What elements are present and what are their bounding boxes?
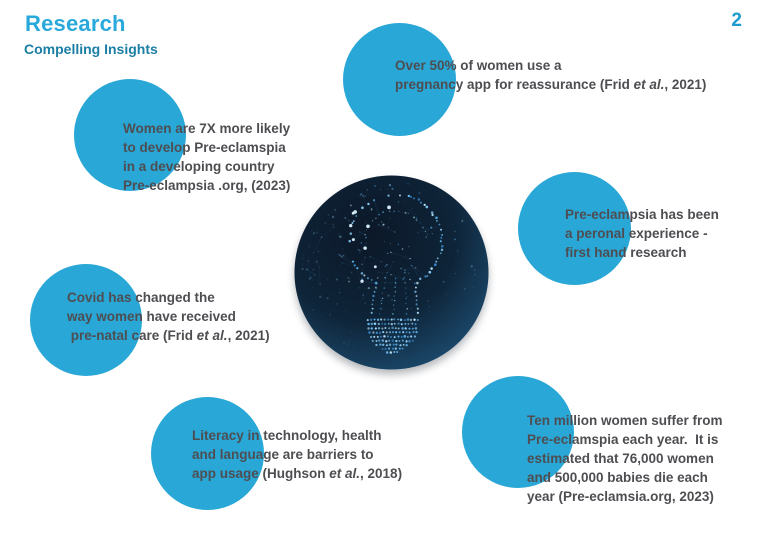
- text-line: first hand research: [565, 245, 687, 260]
- page-title: Research: [25, 11, 126, 36]
- text-line: a peronal experience -: [565, 226, 708, 241]
- text-line: Pre-eclampsia .org, (2023): [123, 178, 291, 193]
- text-line: Literacy in technology, health: [192, 428, 382, 443]
- text-line: in a developing country: [123, 159, 275, 174]
- text-line: Ten million women suffer from: [527, 413, 723, 428]
- text-line: app usage (Hughson et al., 2018): [192, 466, 403, 481]
- page-number: 2: [731, 10, 742, 31]
- text-line: Over 50% of women use a: [395, 58, 562, 73]
- insight-circle-covid-prenatal-care: [30, 264, 142, 376]
- lightbulb-image: [293, 174, 490, 371]
- text-line: Pre-eclampsia has been: [565, 207, 719, 222]
- text-line: Covid has changed the: [67, 290, 215, 305]
- insight-text-developing-country: Women are 7X more likely to develop Pre-e…: [123, 119, 290, 195]
- insight-circle-developing-country: [74, 79, 186, 191]
- text-line: pre-natal care (Frid et al., 2021): [67, 328, 270, 343]
- text-line: to develop Pre-eclamspia: [123, 140, 286, 155]
- text-line: estimated that 76,000 women: [527, 451, 714, 466]
- insight-text-pregnancy-app: Over 50% of women use a pregnancy app for…: [395, 56, 706, 94]
- text-line: Pre-eclamspia each year. It is: [527, 432, 719, 447]
- text-line: year (Pre-eclamsia.org, 2023): [527, 489, 714, 504]
- lightbulb-constellation-icon: [294, 175, 489, 370]
- insight-text-personal-experience: Pre-eclampsia has been a peronal experien…: [565, 205, 719, 262]
- insight-text-ten-million: Ten million women suffer from Pre-eclamsp…: [527, 411, 723, 506]
- page-subtitle: Compelling Insights: [24, 41, 158, 57]
- insight-circle-ten-million: [462, 376, 574, 488]
- text-line: and 500,000 babies die each: [527, 470, 708, 485]
- text-line: way women have received: [67, 309, 236, 324]
- text-line: Women are 7X more likely: [123, 121, 291, 136]
- insight-circle-personal-experience: [518, 172, 631, 285]
- text-line: pregnancy app for reassurance (Frid et a…: [395, 77, 707, 92]
- insight-circle-literacy-barriers: [151, 397, 264, 510]
- text-line: and language are barriers to: [192, 447, 374, 462]
- insight-circle-pregnancy-app: [343, 23, 456, 136]
- insight-text-literacy-barriers: Literacy in technology, health and langua…: [192, 426, 402, 483]
- insight-text-covid-prenatal-care: Covid has changed the way women have rece…: [67, 288, 270, 345]
